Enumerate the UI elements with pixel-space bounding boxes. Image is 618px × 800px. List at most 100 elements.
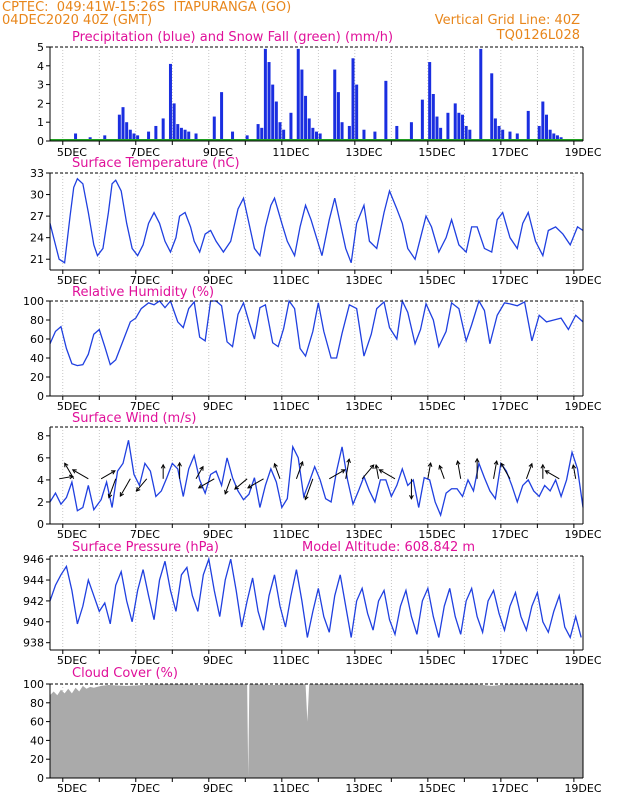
wind-arrow-shaft [493, 460, 498, 479]
precip-bar-23 [245, 135, 249, 141]
precip-bar-18 [187, 131, 191, 141]
press-annotation: Model Altitude: 608.842 m [302, 540, 475, 555]
wind-arrow-0 [59, 474, 74, 480]
rh-xtick-label-2: 9DEC [203, 400, 233, 413]
precip-bar-25 [260, 127, 264, 141]
wind-arrow-5 [119, 478, 131, 498]
wind-arrow-head [135, 487, 141, 492]
precip-bar-59 [461, 114, 465, 141]
wind-arrow-head [160, 463, 166, 469]
precip-bar-39 [318, 133, 322, 141]
cloud-title: Cloud Cover (%) [72, 666, 178, 681]
precip-bar-24 [256, 124, 260, 141]
wind-arrow-29 [525, 462, 533, 479]
rh-xtick-label-1: 7DEC [130, 400, 160, 413]
precip-bar-6 [125, 122, 129, 141]
wind-arrow-24 [438, 464, 445, 479]
precip-bar-38 [315, 131, 318, 141]
wind-arrow-head [299, 460, 304, 466]
temp-ytick-label-3: 30 [30, 189, 44, 202]
precip-xtick-label-3: 11DEC [272, 146, 309, 159]
wind-arrow-18 [345, 458, 351, 479]
precip-bar-52 [428, 62, 432, 141]
wind-arrow-shaft [345, 459, 350, 479]
wind-arrow-11 [224, 478, 232, 495]
precip-bar-49 [395, 125, 399, 141]
press-line [49, 556, 582, 640]
wind-ytick-label-4: 8 [37, 430, 44, 443]
rh-xtick-label-0: 5DEC [57, 400, 87, 413]
precip-bar-51 [420, 99, 424, 141]
wind-arrow-head [304, 495, 309, 501]
wind-arrow-16 [304, 478, 314, 501]
rh-ytick-label-2: 40 [30, 352, 44, 365]
wind-arrow-3 [100, 470, 116, 480]
wind-arrow-head [119, 492, 124, 498]
precip-bar-47 [373, 131, 377, 141]
wind-arrow-14 [273, 462, 281, 479]
precip-bar-63 [490, 73, 494, 141]
wind-arrow-8 [177, 461, 182, 479]
precip-bar-58 [457, 112, 461, 141]
wind-arrow-shaft [295, 461, 304, 479]
cloud-area [50, 684, 583, 778]
wind-arrow-head [197, 484, 203, 489]
wind-arrow-shaft [457, 460, 462, 479]
temp-xtick-label-2: 9DEC [203, 274, 233, 287]
wind-arrow-head [224, 489, 229, 495]
cloud-xtick-label-5: 15DEC [418, 782, 455, 795]
wind-arrow-7 [160, 463, 166, 479]
rh-xtick-label-3: 11DEC [272, 400, 309, 413]
wind-title: Surface Wind (m/s) [72, 411, 196, 426]
wind-arrow-head [571, 463, 577, 469]
precip-bar-30 [278, 122, 282, 141]
rh-line [49, 298, 584, 367]
precip-xtick-label-1: 7DEC [130, 146, 160, 159]
precip-bar-53 [431, 94, 435, 141]
wind-arrow-25 [455, 460, 462, 479]
precip-xtick-label-4: 13DEC [345, 146, 382, 159]
wind-arrow-shaft [525, 463, 533, 479]
precip-bar-19 [194, 133, 198, 141]
wind-xtick-label-2: 9DEC [203, 528, 233, 541]
temp-line [49, 177, 584, 264]
precip-bar-11 [154, 125, 158, 141]
cloud-xtick-label-1: 7DEC [130, 782, 160, 795]
precip-bar-66 [501, 129, 505, 141]
wind-arrow-2 [71, 469, 89, 480]
wind-arrow-shaft [375, 464, 380, 479]
press-xtick-label-2: 9DEC [203, 654, 233, 667]
wind-arrow-26 [474, 457, 480, 479]
precip-xtick-label-0: 5DEC [57, 146, 87, 159]
wind-xtick-label-3: 11DEC [272, 528, 309, 541]
cloud-xtick-label-6: 17DEC [491, 782, 528, 795]
rh-ytick-label-5: 100 [23, 295, 44, 308]
precip-bar-17 [183, 129, 187, 141]
temp-ytick-label-4: 33 [30, 167, 44, 180]
precip-bar-54 [435, 116, 439, 141]
precip-title: Precipitation (blue) and Snow Fall (gree… [72, 30, 393, 45]
precip-bar-45 [355, 84, 359, 141]
wind-arrow-shaft [274, 463, 281, 479]
precip-bar-70 [537, 125, 541, 141]
precip-bar-35 [304, 95, 308, 141]
rh-ytick-label-4: 80 [30, 314, 44, 327]
press-title: Surface Pressure (hPa) [72, 540, 219, 555]
wind-arrow-head [110, 470, 116, 475]
temp-xtick-label-4: 13DEC [345, 274, 382, 287]
station-header: CPTEC: 049:41W-15:26S ITAPURANGA (GO) [2, 0, 292, 15]
precip-bar-72 [544, 114, 548, 141]
temp-panel [46, 172, 584, 274]
wind-arrow-32 [571, 463, 577, 479]
rh-panel [46, 298, 584, 400]
wind-arrow-head [493, 460, 499, 466]
rh-ytick-label-0: 0 [37, 390, 44, 403]
wind-arrow-shaft [545, 470, 560, 480]
wind-arrow-head [346, 458, 351, 464]
wind-arrow-head [474, 457, 480, 463]
wind-arrow-12 [234, 478, 248, 490]
temp-xtick-label-1: 7DEC [130, 274, 160, 287]
precip-bar-28 [271, 84, 275, 141]
wind-arrow-head [427, 462, 433, 467]
